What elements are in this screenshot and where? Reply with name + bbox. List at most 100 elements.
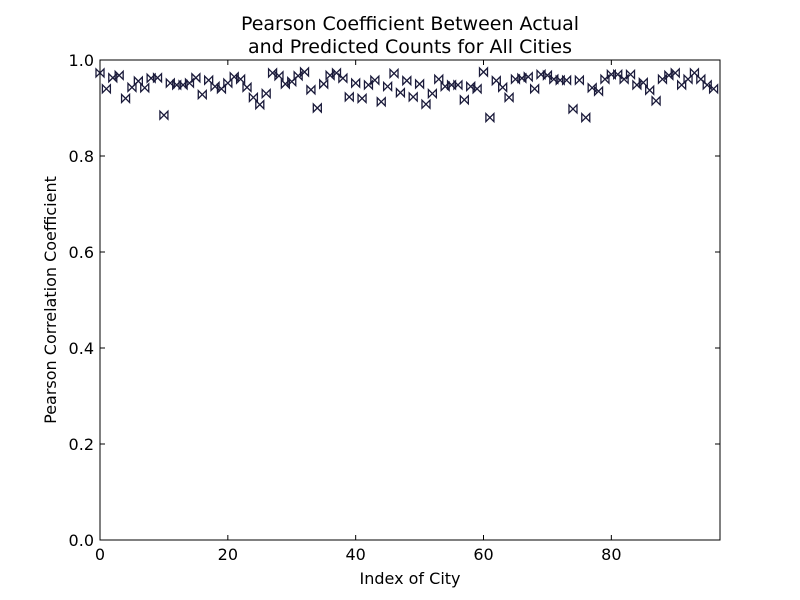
x-tick-label: 80 (601, 545, 621, 564)
data-point (293, 70, 303, 82)
data-point (312, 102, 322, 114)
y-axis: 0.0 0.2 0.4 0.6 0.8 1.0 (69, 51, 720, 550)
data-point (670, 67, 680, 79)
y-tick-label: 0.4 (69, 339, 94, 358)
data-point (581, 112, 591, 124)
data-point (696, 73, 706, 85)
data-point (504, 91, 514, 104)
x-tick-label: 0 (95, 545, 105, 564)
data-point (382, 80, 393, 92)
data-point (146, 72, 156, 84)
data-point (472, 83, 482, 95)
data-point (427, 88, 438, 100)
data-point (613, 68, 623, 80)
data-point (306, 84, 316, 96)
data-point (299, 66, 310, 78)
data-point (152, 72, 163, 84)
data-point (453, 79, 463, 91)
data-point (542, 69, 553, 81)
data-point (651, 95, 661, 107)
data-point (338, 72, 348, 84)
data-point (619, 73, 629, 85)
data-point (574, 74, 585, 86)
data-point (523, 71, 533, 83)
data-point (568, 103, 578, 115)
data-point (459, 94, 469, 106)
x-axis: 0 20 40 60 80 (95, 60, 622, 564)
x-tick-label: 60 (473, 545, 493, 564)
data-point (242, 81, 252, 93)
data-point (561, 74, 572, 86)
y-tick-label: 0.8 (69, 147, 94, 166)
data-point (536, 68, 546, 80)
data-point (478, 66, 489, 78)
data-point (140, 82, 150, 94)
data-point (702, 79, 712, 91)
data-point (344, 91, 354, 103)
data-point (587, 82, 597, 94)
data-point (446, 79, 457, 91)
data-point (197, 88, 207, 101)
data-point (191, 72, 201, 84)
data-point (638, 76, 648, 89)
data-point (625, 68, 636, 80)
data-point (408, 91, 418, 103)
data-point (255, 99, 265, 111)
data-point (120, 92, 131, 104)
chart-title-line-1: Pearson Coefficient Between Actual (241, 13, 579, 35)
data-point (261, 88, 271, 100)
data-point (498, 81, 508, 93)
data-point (600, 73, 610, 85)
data-point (165, 77, 175, 89)
plot-frame (99, 59, 721, 541)
data-point (593, 85, 604, 97)
y-tick-label: 0.2 (69, 435, 94, 454)
data-point (101, 83, 112, 95)
data-point (376, 96, 386, 108)
data-point (235, 73, 246, 85)
x-axis-label: Index of City (360, 569, 461, 588)
data-point (114, 69, 124, 81)
data-point (389, 67, 399, 80)
data-point (274, 70, 284, 82)
data-point (210, 80, 220, 92)
data-point (351, 77, 361, 89)
plot-area (99, 59, 721, 541)
data-point (172, 79, 182, 91)
data-point (319, 78, 329, 90)
y-tick-label: 0.0 (69, 531, 94, 550)
data-point (363, 79, 374, 91)
data-point (331, 67, 342, 79)
chart-title-line-2: and Predicted Counts for All Cities (248, 36, 572, 58)
data-point (466, 80, 476, 92)
x-tick-label: 20 (218, 545, 238, 564)
data-point (555, 74, 565, 86)
data-point (657, 73, 668, 85)
data-point (645, 84, 655, 96)
y-tick-label: 1.0 (69, 51, 94, 70)
data-point (491, 75, 501, 87)
data-point (529, 83, 540, 95)
y-tick-label: 0.6 (69, 243, 94, 262)
data-point (267, 67, 278, 79)
data-point (434, 73, 444, 85)
data-point (204, 74, 214, 86)
data-point (414, 78, 425, 90)
data-point (708, 83, 719, 95)
data-point (95, 67, 105, 79)
data-point (229, 71, 239, 83)
data-point (485, 112, 495, 124)
data-point (357, 92, 367, 104)
data-point (606, 68, 616, 80)
data-point (184, 77, 195, 89)
x-tick-label: 40 (345, 545, 365, 564)
data-point (689, 67, 700, 79)
data-point (421, 98, 431, 110)
data-point (402, 75, 412, 87)
data-point (370, 74, 380, 86)
data-point (133, 75, 144, 87)
data-points (95, 66, 719, 124)
data-point (549, 73, 559, 85)
y-axis-label: Pearson Correlation Coefficient (41, 176, 60, 424)
